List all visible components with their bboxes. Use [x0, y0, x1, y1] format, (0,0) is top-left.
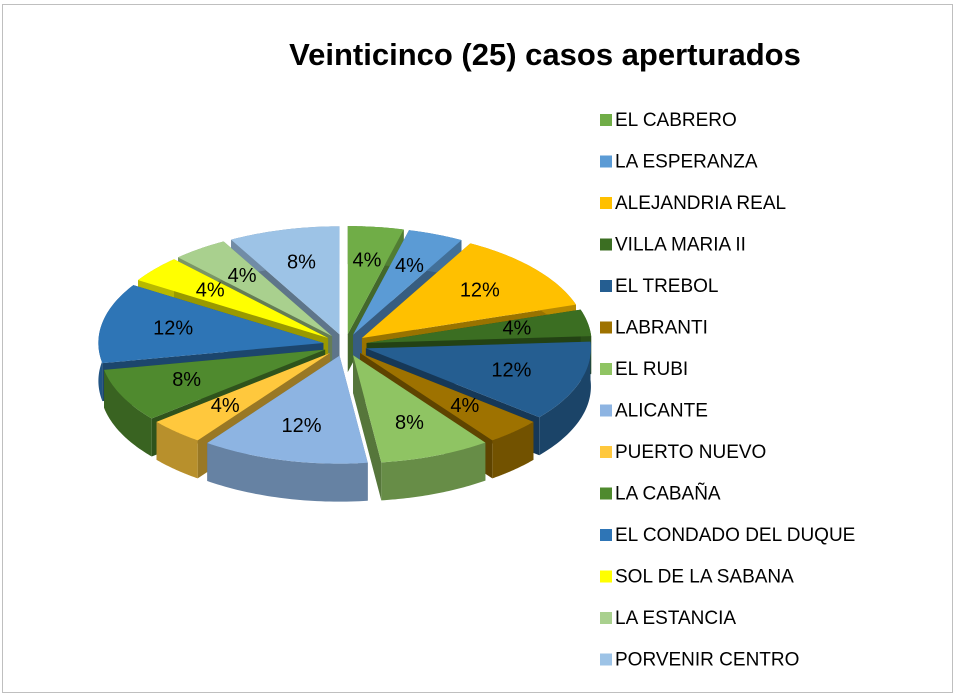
legend-swatch [600, 653, 612, 666]
data-label: 12% [153, 317, 193, 339]
slice-wall [539, 341, 591, 456]
legend-swatch [600, 529, 612, 541]
slice-top [104, 349, 326, 419]
data-label: 8% [172, 369, 201, 391]
slice-top [178, 241, 333, 337]
legend-label: LA CABAÑA [615, 483, 721, 505]
legend-label: LABRANTI [615, 318, 708, 339]
legend-label: EL CABRERO [615, 110, 737, 131]
legend-label: PUERTO NUEVO [615, 442, 766, 463]
slice-top [366, 309, 592, 343]
legend-swatch [600, 570, 612, 583]
data-label: 4% [211, 395, 240, 417]
legend-swatch [600, 612, 612, 624]
data-label: 4% [395, 255, 424, 277]
slice-top [98, 285, 324, 364]
legend-swatch [600, 487, 612, 500]
slice-top [156, 353, 330, 441]
legend-swatch [600, 155, 612, 168]
slice-wall [381, 442, 486, 501]
legend-label: LA ESPERANZA [615, 152, 758, 173]
slice-top [138, 259, 329, 338]
data-label: 4% [352, 250, 381, 272]
data-label: 8% [395, 412, 424, 434]
slice-top [353, 355, 486, 463]
data-label: 12% [491, 359, 531, 381]
slice-wall [104, 369, 152, 457]
legend-swatch [600, 404, 612, 417]
slice-top [207, 355, 368, 464]
data-label: 12% [281, 415, 321, 437]
chart-title: Veinticinco (25) casos aperturados [289, 37, 801, 72]
legend-label: EL TREBOL [615, 276, 719, 297]
legend-label: EL RUBI [615, 359, 688, 380]
legend-swatch [600, 114, 612, 126]
data-label: 4% [502, 317, 531, 339]
legend-swatch [600, 238, 612, 251]
legend-swatch [600, 280, 612, 292]
legend-swatch [600, 446, 612, 458]
slice-top [360, 353, 534, 441]
legend-label: ALEJANDRIA REAL [615, 193, 786, 214]
legend-label: SOL DE LA SABANA [615, 567, 794, 588]
slice-top [347, 226, 404, 335]
legend-label: PORVENIR CENTRO [615, 650, 799, 671]
legend-label: EL CONDADO DEL DUQUE [615, 525, 855, 546]
data-label: 4% [228, 265, 257, 287]
legend-label: LA ESTANCIA [615, 608, 736, 629]
legend-swatch [600, 197, 612, 209]
slice-wall [156, 421, 198, 479]
slice-top [361, 243, 576, 338]
legend-label: VILLA MARIA II [615, 235, 746, 256]
slice-top [365, 341, 591, 418]
legend-swatch [600, 321, 612, 334]
data-label: 12% [460, 279, 500, 301]
legend-label: ALICANTE [615, 401, 708, 422]
legend-swatch [600, 363, 612, 375]
slice: 12% [207, 355, 368, 502]
data-label: 8% [287, 251, 316, 273]
data-label: 4% [196, 279, 225, 301]
slice-wall [492, 421, 534, 479]
slice-side [353, 355, 382, 501]
slice: 8% [353, 355, 486, 501]
slice-wall [207, 443, 368, 502]
slice-top [353, 230, 462, 335]
slice-top [231, 226, 340, 335]
data-label: 4% [450, 395, 479, 417]
